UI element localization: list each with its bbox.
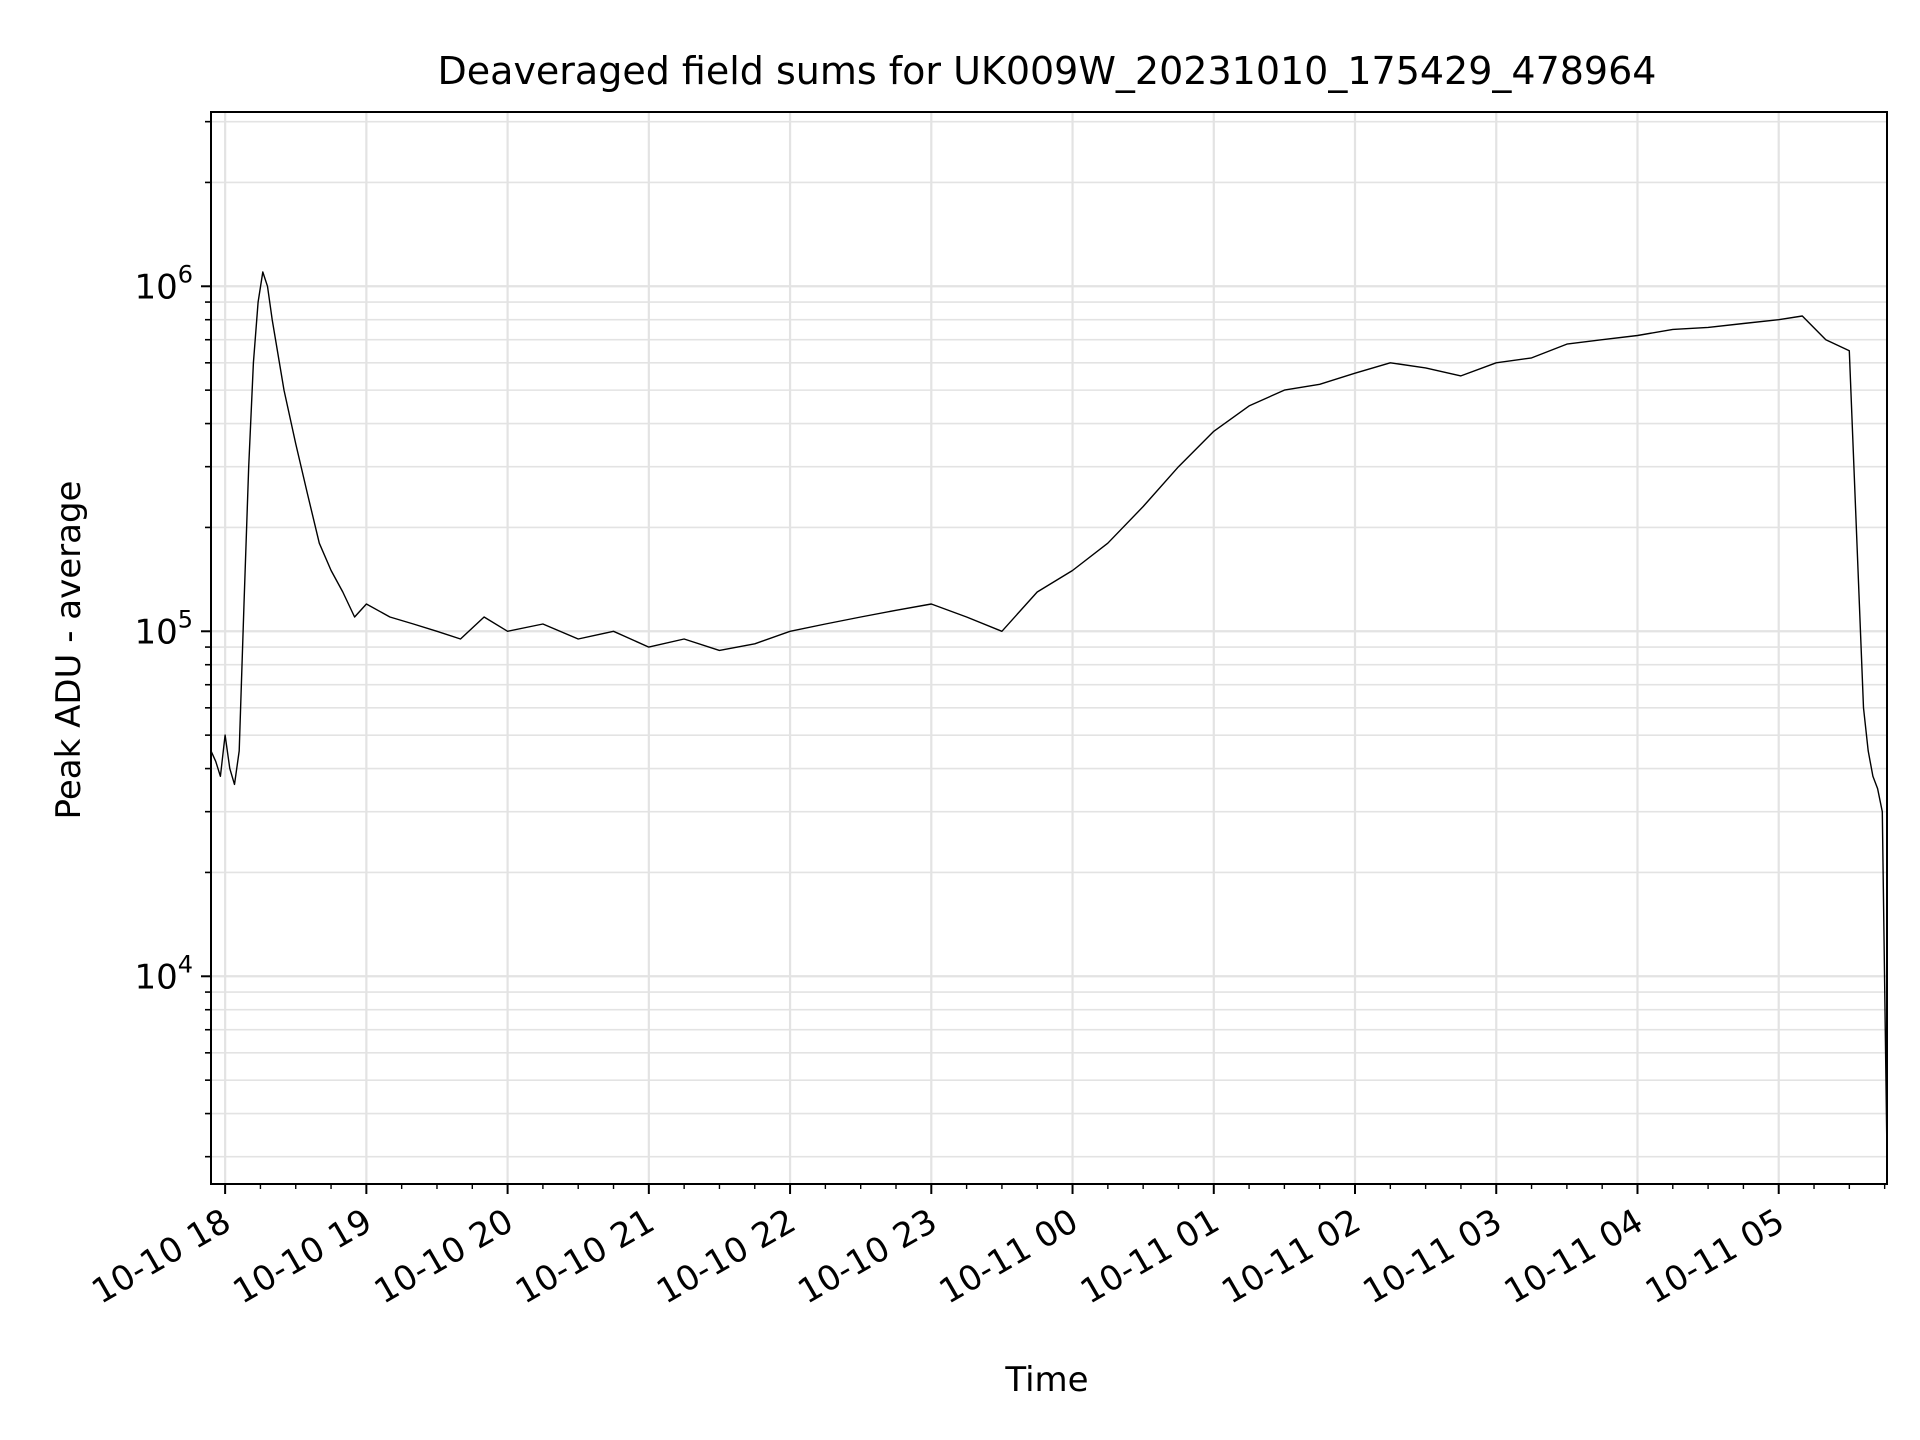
grid-lines — [211, 112, 1887, 1184]
chart-title: Deaveraged field sums for UK009W_2023101… — [438, 49, 1657, 93]
y-axis-label: Peak ADU - average — [49, 481, 89, 820]
x-axis-label: Time — [1004, 1360, 1088, 1400]
plot-frame — [210, 111, 1888, 1185]
y-tick-label: 106 — [134, 260, 193, 307]
data-series — [210, 271, 1888, 1157]
y-tick-label: 105 — [134, 605, 193, 652]
series-line — [210, 271, 1888, 1157]
y-tick-label: 104 — [134, 950, 193, 997]
